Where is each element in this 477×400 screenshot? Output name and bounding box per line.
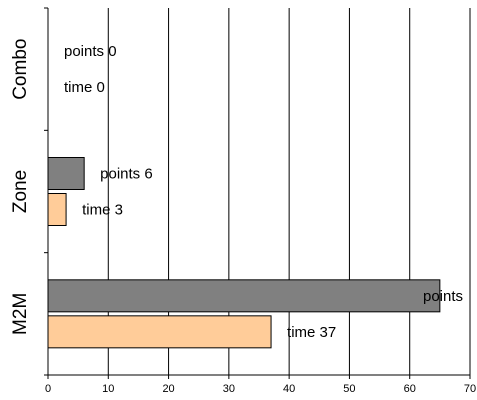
data-label: time 0 (64, 79, 105, 96)
category-label: M2M (10, 293, 31, 335)
bar (47, 315, 272, 349)
x-tick-label: 10 (102, 383, 114, 395)
x-tick-label: 20 (162, 383, 174, 395)
category-label: Zone (10, 170, 31, 213)
bars (47, 157, 441, 349)
x-tick-label: 60 (404, 383, 416, 395)
axes (44, 7, 471, 379)
bar (47, 193, 67, 226)
bar (47, 157, 85, 190)
x-tick-label: 40 (283, 383, 295, 395)
bar (47, 279, 441, 313)
x-tick-label: 30 (223, 383, 235, 395)
category-label: Combo (10, 39, 31, 100)
data-label: points (423, 288, 463, 305)
tick-labels: 0 10 20 30 40 50 60 70 Combo Zone M2M (10, 39, 476, 395)
data-label: points 6 (100, 166, 153, 183)
gridlines (107, 8, 471, 375)
data-labels: points 0 time 0 points 6 time 3 points time 3… (64, 43, 463, 341)
data-label: time 37 (287, 324, 336, 341)
x-tick-label: 0 (45, 383, 51, 395)
x-tick-label: 50 (343, 383, 355, 395)
x-tick-label: 70 (464, 383, 476, 395)
data-label: points 0 (64, 43, 117, 60)
data-label: time 3 (82, 202, 123, 219)
